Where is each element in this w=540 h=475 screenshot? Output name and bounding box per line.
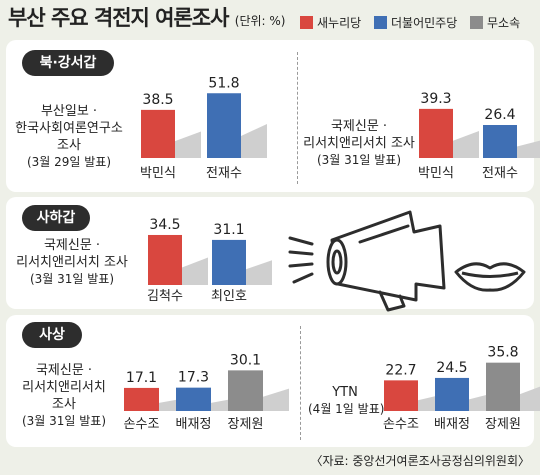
source-date: (3월 31일 발표): [29, 272, 115, 286]
legend-label: 무소속: [487, 15, 521, 30]
source-date: (3월 31일 발표): [21, 414, 107, 428]
panel-divider: [300, 326, 301, 440]
bar-value-label: 26.4: [484, 107, 515, 123]
bar-category-label: 박민식: [418, 166, 454, 181]
source-line: 리서치앤리서치: [22, 380, 106, 395]
source-caption-1: 부산일보 · 한국사회여론연구소 조사 (3월 29일 발표): [10, 103, 128, 171]
bar-category-label: 장제원: [485, 417, 521, 432]
unit-label: (단위: %): [234, 14, 286, 28]
bar: [176, 387, 211, 411]
bar: [486, 362, 520, 411]
source-line: 리서치앤리서치 조사: [16, 255, 128, 270]
bar-category-label: 최인호: [211, 289, 247, 304]
bar: [228, 370, 263, 411]
source-line: 국제신문 ·: [330, 119, 388, 134]
source-line: 국제신문 ·: [35, 363, 93, 378]
bar-value-label: 38.5: [142, 92, 173, 108]
source-line: 한국사회여론연구소: [15, 121, 123, 136]
legend-swatch: [374, 15, 387, 29]
source-date: (3월 29일 발표): [26, 155, 112, 169]
bar-category-label: 장제원: [228, 417, 264, 432]
bar-value-label: 17.3: [178, 370, 209, 386]
bar: [435, 377, 469, 411]
source-line: 부산일보 ·: [40, 104, 98, 119]
lips-icon: [454, 262, 526, 292]
section-label-sasang: 사상: [22, 322, 82, 348]
panel-saha: [6, 197, 534, 309]
bar-shadow: [182, 257, 208, 285]
legend-swatch: [300, 15, 313, 29]
legend-item-independent: 무소속: [470, 14, 520, 30]
bar-value-label: 22.7: [385, 362, 416, 378]
source-line: 조사: [52, 397, 76, 412]
bar-category-label: 손수조: [124, 417, 160, 432]
legend-item-saenuri: 새누리당: [300, 14, 361, 30]
bar: [483, 125, 517, 158]
bar: [124, 387, 159, 411]
bar-value-label: 39.3: [420, 91, 451, 107]
panel-divider: [297, 52, 298, 184]
bar-category-label: 손수조: [383, 417, 419, 432]
megaphone-icon: [288, 210, 446, 312]
bar-category-label: 전재수: [206, 166, 242, 181]
bar-shadow: [517, 140, 540, 158]
source-date: (3월 31일 발표): [316, 153, 402, 167]
bar-category-label: 김척수: [147, 289, 183, 304]
legend-label: 더불어민주당: [391, 15, 458, 30]
bar-shadow: [241, 124, 267, 158]
bar-shadow: [175, 131, 201, 158]
bar-category-label: 전재수: [482, 166, 518, 181]
source-line: 리서치앤리서치 조사: [303, 136, 415, 151]
bar-value-label: 34.5: [149, 217, 180, 233]
bar-category-label: 배재정: [434, 417, 470, 432]
bar: [207, 93, 241, 158]
bar-value-label: 30.1: [230, 352, 261, 368]
page-title: 부산 주요 격전지 여론조사 (단위: %): [8, 2, 285, 32]
legend-swatch: [470, 15, 483, 29]
legend-item-minju: 더불어민주당: [374, 14, 457, 30]
bar-value-label: 17.1: [126, 370, 157, 386]
footer-source: 〈자료: 중앙선거여론조사공정심의위원회〉: [310, 454, 530, 468]
bar: [419, 108, 453, 158]
bar: [148, 234, 182, 285]
source-caption-4: 국제신문 · 리서치앤리서치 조사 (3월 31일 발표): [10, 362, 118, 430]
bar-value-label: 51.8: [208, 75, 239, 91]
bar-category-label: 박민식: [140, 166, 176, 181]
source-line: YTN: [332, 385, 358, 400]
bar-category-label: 배재정: [176, 417, 212, 432]
bar-shadow: [520, 386, 540, 411]
legend-label: 새누리당: [317, 15, 362, 30]
bar: [212, 239, 246, 285]
source-line: 국제신문 ·: [43, 238, 101, 253]
bars-layer: 38.5 박민식 51.8 전재수 39.3 박민식 26.4 전재수 34.5 김척수 31.1 최…: [124, 75, 540, 432]
bar-value-label: 31.1: [213, 222, 244, 238]
title-text: 부산 주요 격전지 여론조사: [8, 6, 229, 30]
section-label-buk-gangseo: 북·강서갑: [22, 50, 114, 76]
bar: [141, 109, 175, 158]
source-date: (4월 1일 발표): [308, 402, 385, 416]
source-caption-3: 국제신문 · 리서치앤리서치 조사 (3월 31일 발표): [8, 237, 136, 288]
bar-shadow: [263, 388, 289, 411]
bar-shadow: [453, 130, 479, 158]
bar-shadow: [246, 260, 272, 285]
bar-value-label: 35.8: [487, 345, 518, 361]
source-caption-2: 국제신문 · 리서치앤리서치 조사 (3월 31일 발표): [300, 118, 418, 169]
section-label-saha: 사하갑: [22, 205, 90, 231]
bar-value-label: 24.5: [436, 360, 467, 376]
bar: [384, 380, 418, 411]
source-line: 조사: [57, 138, 81, 153]
source-caption-5: YTN (4월 1일 발표): [308, 384, 385, 418]
